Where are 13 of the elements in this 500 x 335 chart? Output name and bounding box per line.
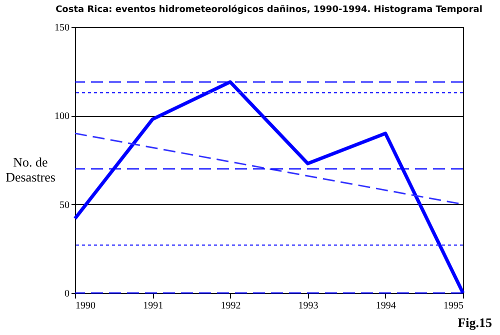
caption: Fig.15 (458, 315, 492, 331)
x-tick-label: 1995 (444, 300, 464, 312)
y-tick-label: 100 (54, 111, 70, 122)
x-tick-label: 1993 (298, 300, 318, 312)
chart-title: Costa Rica: eventos hidrometeorológicos dañinos, 1990-1994. Histograma Temporal (56, 4, 482, 15)
x-tick-label: 1992 (220, 300, 241, 312)
x-tick-label: 1990 (76, 300, 96, 312)
x-tick-label: 1994 (376, 300, 396, 312)
y-axis-title: No. de Desastres (6, 154, 56, 184)
x-tick-label: 1991 (143, 300, 164, 312)
y-tick-label: 150 (54, 22, 70, 34)
y-tick-label: 50 (60, 200, 70, 211)
y-tick-label: 0 (64, 288, 70, 300)
